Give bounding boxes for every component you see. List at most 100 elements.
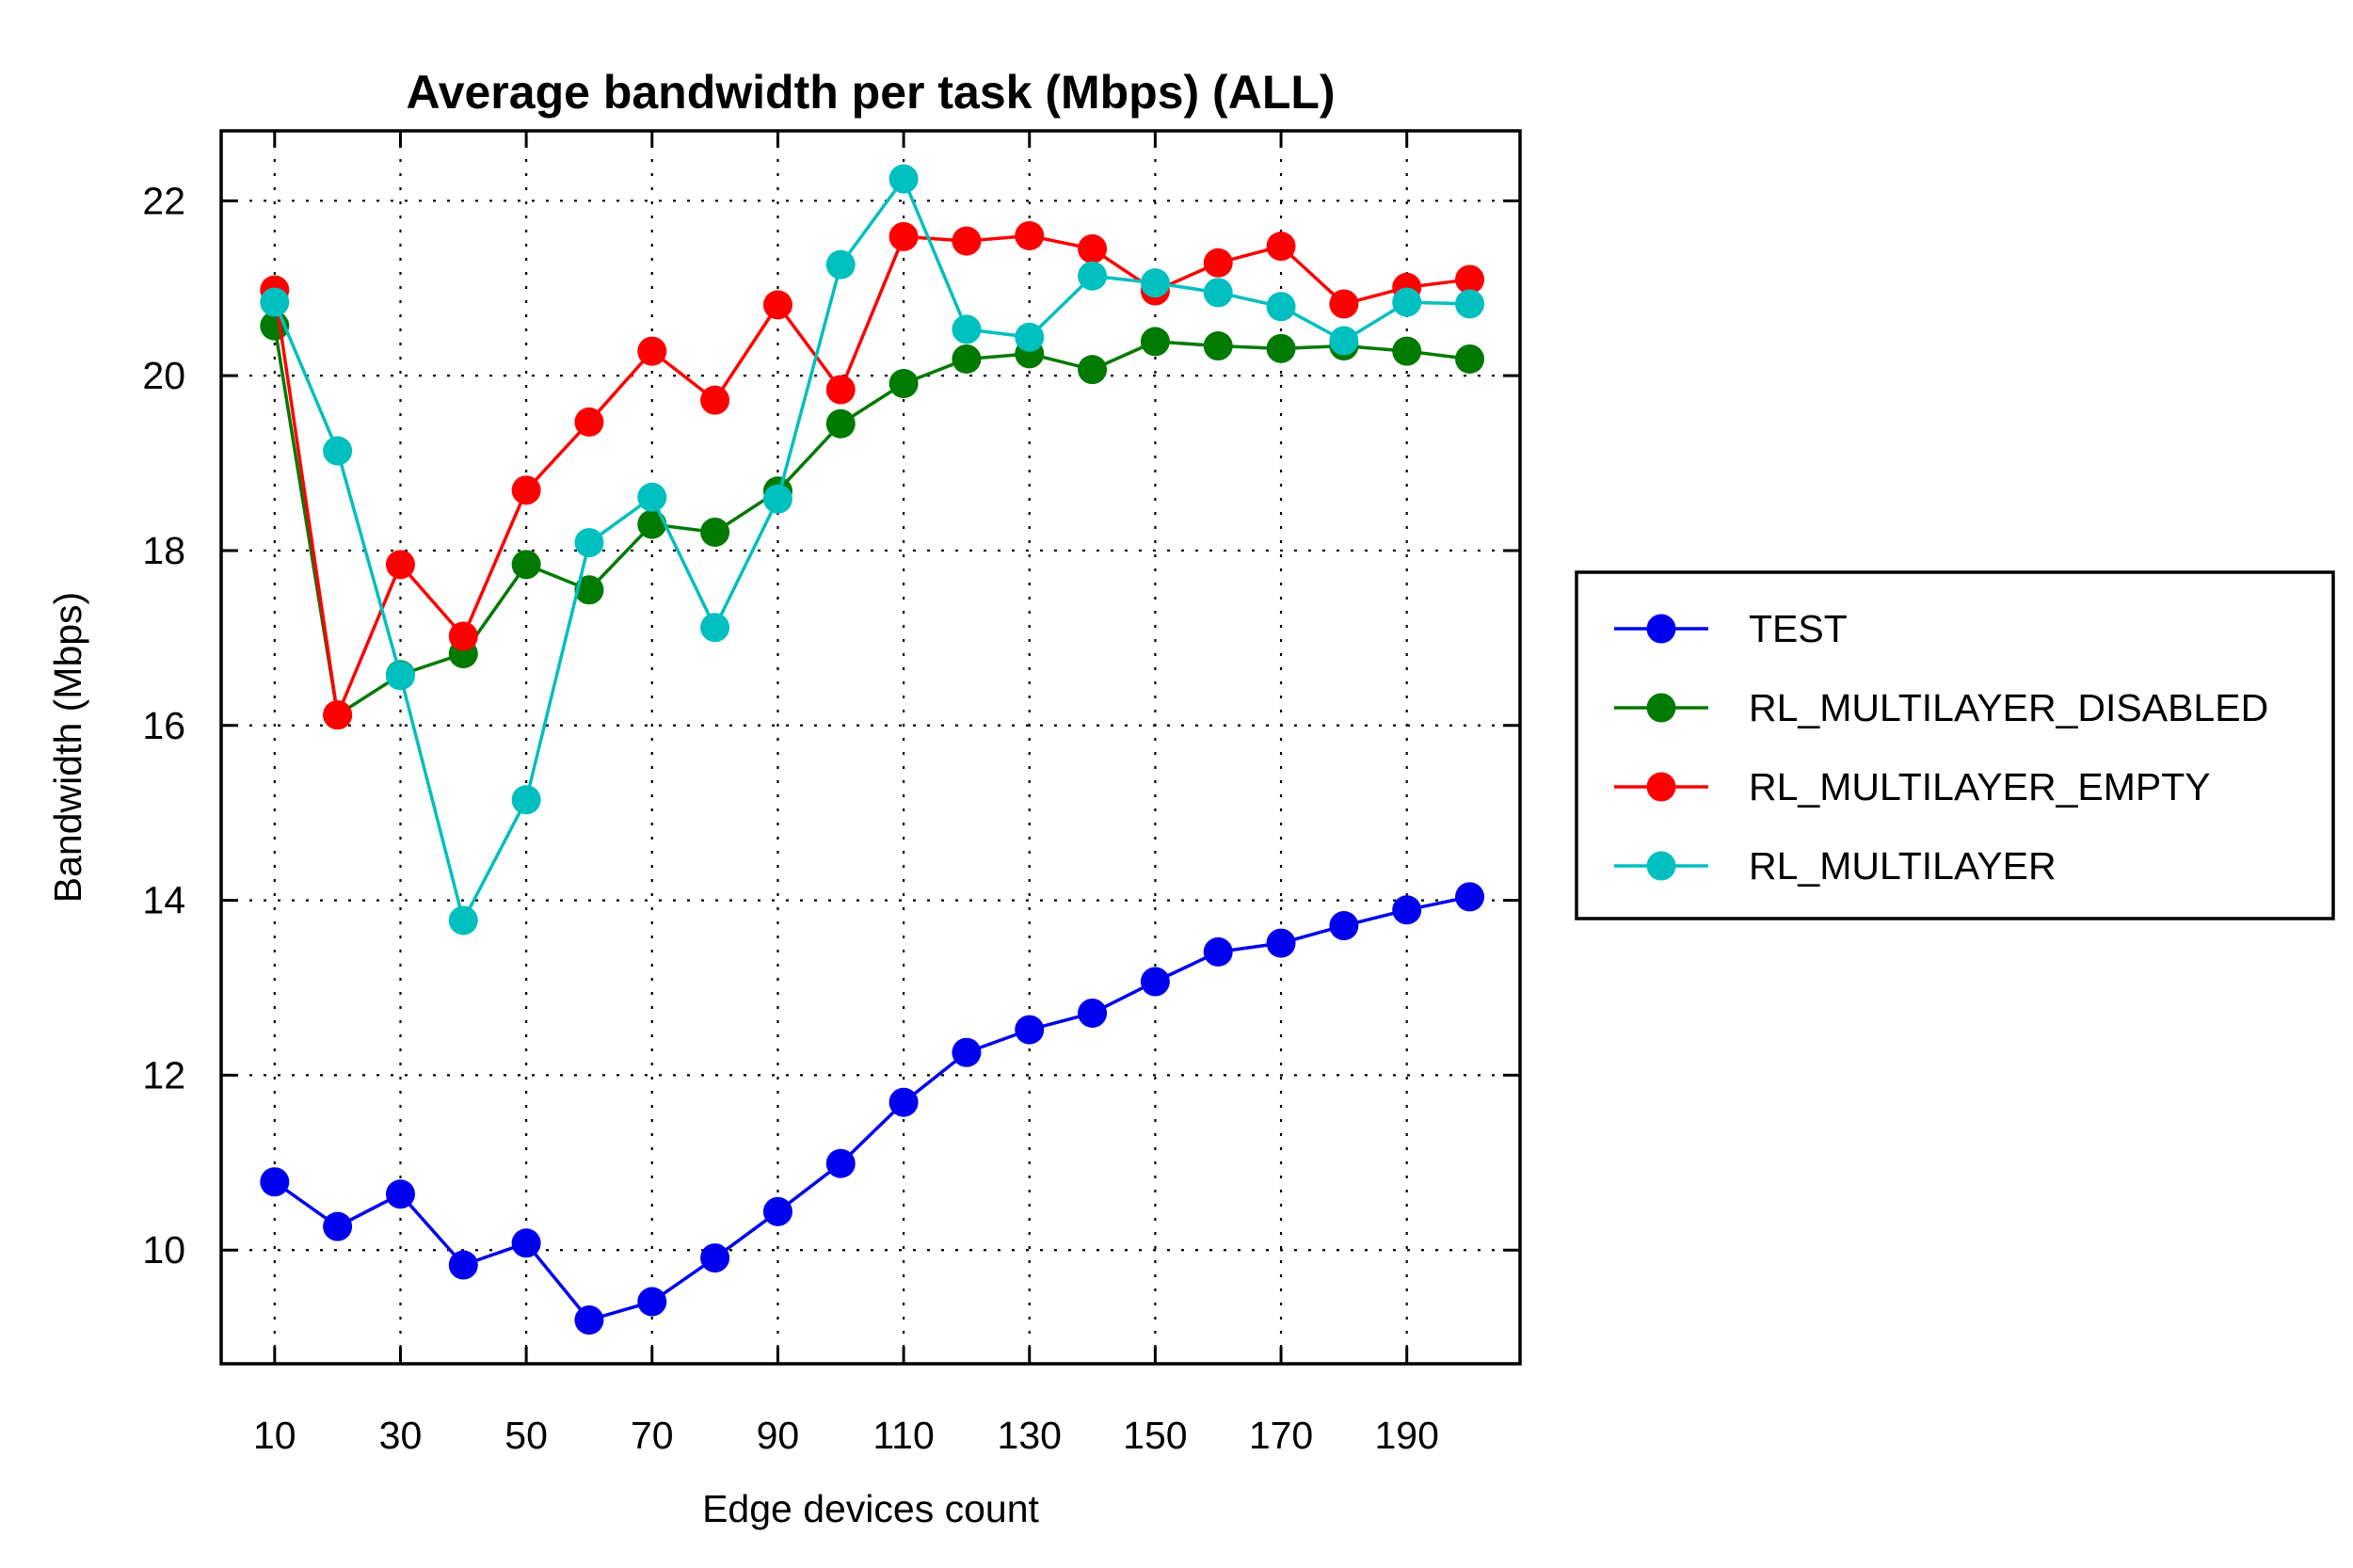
x-tick-label: 170 — [1249, 1414, 1313, 1457]
data-point — [1078, 233, 1108, 264]
legend-label: RL_MULTILAYER — [1749, 844, 2057, 888]
data-point — [1078, 355, 1108, 385]
x-tick-label: 50 — [504, 1414, 548, 1457]
data-point — [385, 550, 415, 580]
data-point — [1203, 331, 1233, 361]
y-tick-label: 18 — [142, 529, 185, 572]
data-point — [952, 226, 982, 256]
data-point — [323, 436, 353, 466]
data-point — [511, 785, 541, 815]
series-rl-multilayer-disabled — [260, 311, 1485, 730]
legend-label: TEST — [1749, 607, 1848, 650]
data-point — [1140, 327, 1170, 357]
data-point — [385, 1179, 415, 1209]
data-point — [700, 385, 730, 415]
x-axis-label: Edge devices count — [702, 1487, 1039, 1530]
x-tick-label: 90 — [757, 1414, 800, 1457]
legend-entry: TEST — [1614, 607, 1848, 650]
data-point — [1078, 261, 1108, 291]
data-point — [1140, 268, 1170, 298]
y-axis-label: Bandwidth (Mbps) — [46, 592, 89, 903]
data-point — [1329, 911, 1359, 941]
data-point — [1392, 895, 1422, 925]
data-point — [385, 661, 415, 691]
series-test — [260, 882, 1485, 1336]
plot-frame — [219, 129, 1522, 1366]
data-point — [511, 550, 541, 580]
chart-title: Average bandwidth per task (Mbps) (ALL) — [406, 66, 1335, 119]
legend-entries: TEST RL_MULTILAYER_DISABLED RL_MULTILAYER_… — [1614, 607, 2268, 888]
legend-entry: RL_MULTILAYER — [1614, 844, 2057, 888]
data-point — [574, 528, 604, 558]
data-point — [637, 1287, 667, 1317]
data-point — [888, 1087, 919, 1117]
data-point — [1015, 220, 1045, 250]
data-point — [1455, 289, 1485, 319]
y-tick-label: 20 — [142, 354, 185, 397]
data-point — [1392, 287, 1422, 317]
data-point — [1329, 289, 1359, 319]
data-point — [825, 408, 856, 439]
x-tick-label: 10 — [253, 1414, 296, 1457]
data-point — [825, 1148, 856, 1178]
data-point — [260, 1167, 290, 1197]
data-point — [1266, 232, 1296, 262]
legend-swatch-marker — [1646, 614, 1676, 644]
data-point — [1455, 882, 1485, 912]
legend-label: RL_MULTILAYER_DISABLED — [1749, 686, 2268, 729]
legend: TEST RL_MULTILAYER_DISABLED RL_MULTILAYER_… — [1575, 570, 2335, 920]
series-rl-multilayer-empty — [260, 220, 1485, 730]
data-point — [888, 221, 919, 251]
data-point — [574, 1305, 604, 1336]
data-point — [762, 1196, 792, 1226]
data-point — [323, 700, 353, 730]
data-point — [1455, 344, 1485, 374]
data-point — [1203, 936, 1233, 967]
y-tick-label: 14 — [142, 879, 185, 922]
data-point — [1266, 333, 1296, 363]
data-point — [574, 575, 604, 605]
grid — [221, 131, 1520, 1364]
x-tick-label: 190 — [1374, 1414, 1438, 1457]
series-group — [260, 164, 1485, 1336]
legend-entry: RL_MULTILAYER_DISABLED — [1614, 686, 2268, 729]
data-point — [1015, 322, 1045, 352]
data-point — [511, 1228, 541, 1258]
data-point — [952, 344, 982, 374]
data-point — [700, 1243, 730, 1273]
x-tick-label: 70 — [631, 1414, 674, 1457]
data-point — [260, 287, 290, 317]
data-point — [888, 164, 919, 194]
legend-swatch-marker — [1646, 851, 1676, 881]
data-point — [1015, 1015, 1045, 1045]
data-point — [1203, 278, 1233, 308]
data-point — [888, 369, 919, 399]
y-tick-label: 12 — [142, 1053, 185, 1096]
series-rl-multilayer — [260, 164, 1485, 936]
x-tick-label: 150 — [1123, 1414, 1187, 1457]
legend-swatch-marker — [1646, 693, 1676, 723]
data-point — [952, 314, 982, 344]
data-point — [1203, 248, 1233, 278]
data-point — [952, 1037, 982, 1067]
data-point — [762, 484, 792, 514]
data-point — [637, 509, 667, 539]
y-tick-label: 10 — [142, 1228, 185, 1272]
data-point — [448, 621, 478, 651]
data-point — [448, 1250, 478, 1280]
data-point — [1392, 336, 1422, 366]
data-point — [1266, 292, 1296, 322]
axis-ticks: 10 30 50 70 90 110 130 150 170 190 10 12 14 16 18 20 22 — [142, 131, 1520, 1457]
data-point — [700, 613, 730, 643]
data-point — [1455, 264, 1485, 295]
x-tick-label: 110 — [872, 1414, 934, 1457]
legend-swatch-marker — [1646, 772, 1676, 802]
data-point — [323, 1211, 353, 1241]
y-tick-label: 22 — [142, 179, 185, 222]
legend-label: RL_MULTILAYER_EMPTY — [1749, 765, 2211, 808]
data-point — [1266, 928, 1296, 958]
y-tick-label: 16 — [142, 704, 185, 747]
data-point — [448, 905, 478, 936]
data-point — [511, 475, 541, 505]
